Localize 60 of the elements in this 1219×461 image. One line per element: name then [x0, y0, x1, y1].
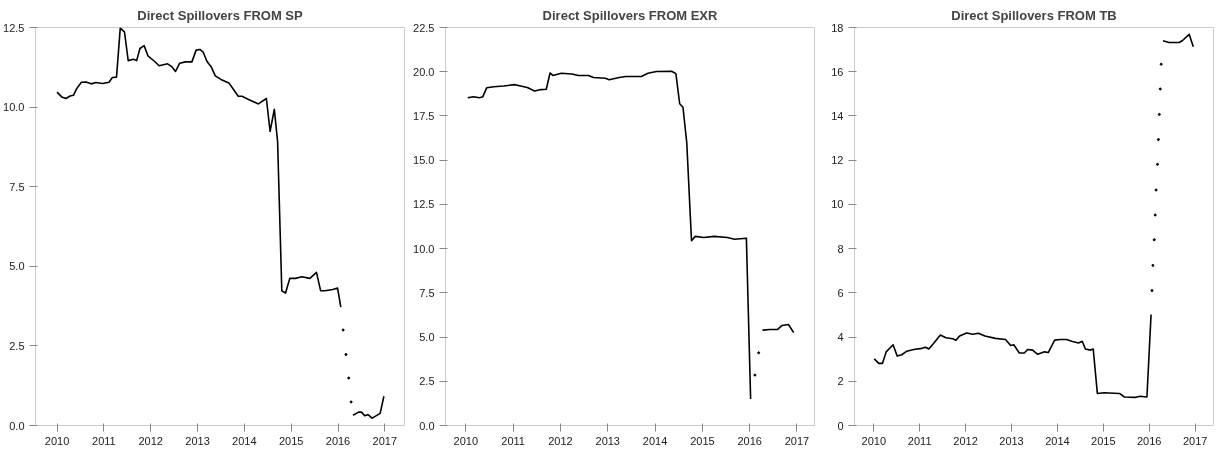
y-tick-label: 16	[831, 65, 844, 78]
point	[341, 328, 345, 332]
y-tick-label: 7.5	[419, 286, 435, 299]
chart-title: Direct Spillovers FROM EXR	[542, 7, 719, 23]
point	[347, 376, 351, 380]
y-tick-label: 10.0	[3, 101, 25, 114]
x-tick-label: 2014	[232, 434, 257, 447]
x-tick-label: 2010	[861, 434, 887, 447]
x-tick-label: 2011	[92, 434, 116, 447]
y-tick-label: 17.5	[413, 109, 435, 122]
x-tick-label: 2015	[690, 434, 715, 447]
point	[1153, 213, 1157, 217]
x-tick-label: 2017	[784, 434, 810, 447]
x-tick-label: 2011	[907, 434, 932, 447]
y-tick-label: 2.5	[419, 375, 435, 388]
y-tick-label: 0.0	[9, 419, 25, 432]
x-tick-label: 2012	[548, 434, 573, 447]
point	[1150, 289, 1154, 293]
y-tick-label: 10	[831, 198, 844, 211]
y-tick-label: 0	[837, 419, 844, 432]
y-tick-label: 12.5	[3, 21, 25, 34]
x-tick-label: 2013	[185, 434, 210, 447]
x-tick-label: 2013	[595, 434, 621, 447]
y-tick-label: 10.0	[413, 242, 435, 255]
y-tick-label: 2	[837, 375, 844, 388]
x-tick-label: 2012	[138, 434, 163, 447]
chart-title: Direct Spillovers FROM SP	[137, 7, 304, 23]
x-tick-label: 2014	[1045, 434, 1070, 447]
y-tick-label: 14	[831, 109, 844, 122]
y-tick-label: 5.0	[419, 331, 435, 344]
y-tick-label: 5.0	[9, 260, 25, 273]
y-tick-label: 6	[837, 286, 844, 299]
y-tick-label: 0.0	[419, 419, 435, 432]
x-tick-label: 2014	[642, 434, 668, 447]
x-tick-label: 2017	[1182, 434, 1208, 447]
y-tick-label: 8	[837, 242, 844, 255]
y-tick-label: 18	[831, 21, 844, 34]
x-tick-label: 2016	[325, 434, 351, 447]
y-tick-label: 12.5	[413, 198, 435, 211]
y-tick-label: 15.0	[413, 154, 435, 167]
x-tick-label: 2010	[44, 434, 70, 447]
x-tick-label: 2016	[737, 434, 762, 447]
x-tick-label: 2011	[501, 434, 525, 447]
point	[1155, 162, 1159, 166]
point	[1158, 87, 1162, 91]
point	[349, 400, 353, 404]
y-tick-label: 22.5	[413, 21, 435, 34]
x-tick-label: 2013	[999, 434, 1024, 447]
y-tick-label: 2.5	[9, 339, 25, 352]
x-tick-label: 2015	[278, 434, 304, 447]
y-tick-label: 4	[837, 331, 844, 344]
y-tick-label: 20.0	[413, 65, 435, 78]
x-tick-label: 2016	[1136, 434, 1162, 447]
x-tick-label: 2010	[453, 434, 479, 447]
x-tick-label: 2012	[953, 434, 978, 447]
chart-title: Direct Spillovers FROM TB	[951, 7, 1117, 23]
y-tick-label: 7.5	[9, 180, 25, 193]
x-tick-label: 2017	[372, 434, 398, 447]
x-tick-label: 2015	[1091, 434, 1116, 447]
y-tick-label: 12	[831, 154, 844, 167]
